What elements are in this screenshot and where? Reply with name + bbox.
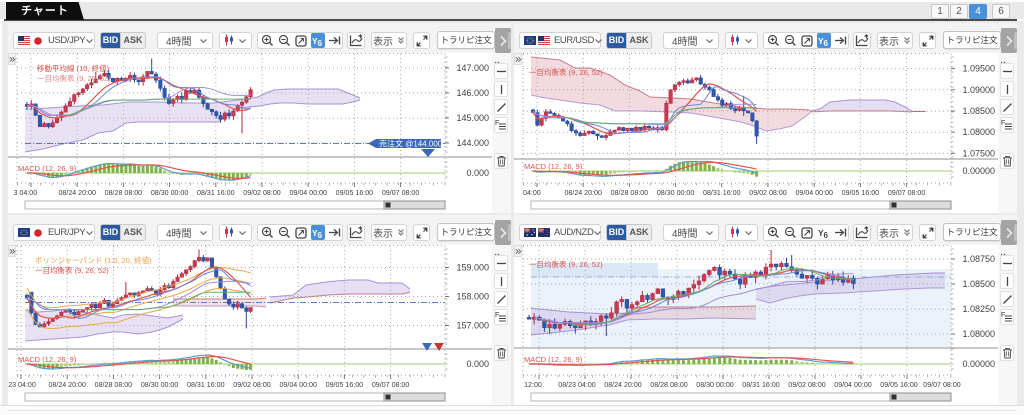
svg-text:09/02 08:00: 09/02 08:00 [243,189,281,197]
svg-text:08/24 20:00: 08/24 20:00 [604,381,642,389]
svg-text:08/28 08:00: 08/28 08:00 [650,381,688,389]
svg-text:09/05 16:00: 09/05 16:00 [880,381,918,389]
svg-text:6: 6 [823,231,828,239]
svg-text:09/02 08:00: 09/02 08:00 [749,189,787,197]
svg-text:08/24 20:00: 08/24 20:00 [48,381,86,389]
svg-text:0.00000: 0.00000 [962,166,995,176]
svg-text:MACD (12, 26, 9): MACD (12, 26, 9) [524,162,583,171]
svg-text:MACD (12, 26, 9): MACD (12, 26, 9) [18,164,77,173]
svg-text:146.000: 146.000 [456,88,489,98]
svg-text:08/23 04:00: 08/23 04:00 [558,381,596,389]
svg-text:F: F [1001,312,1005,319]
svg-text:売注文 @144.000: 売注文 @144.000 [379,139,443,149]
svg-text:Y: Y [818,36,824,46]
svg-text:158.000: 158.000 [456,292,489,302]
svg-text:ボリンジャーバンド (1.0, 20, 終値): ボリンジャーバンド (1.0, 20, 終値) [35,255,152,265]
svg-text:144.000: 144.000 [456,138,489,148]
svg-text:08/24 20:00: 08/24 20:00 [58,189,96,197]
svg-text:23 04:00: 23 04:00 [8,381,36,389]
svg-text:1.08000: 1.08000 [962,329,995,339]
svg-text:MACD (12, 26, 9): MACD (12, 26, 9) [524,355,583,364]
svg-text:08/28 08:00: 08/28 08:00 [95,381,133,389]
svg-text:1.08750: 1.08750 [962,254,995,264]
svg-text:6: 6 [317,39,322,47]
svg-text:1.08250: 1.08250 [962,304,995,314]
svg-text:MACD (12, 26, 9): MACD (12, 26, 9) [18,355,77,364]
svg-text:6: 6 [317,231,322,239]
svg-text:09/07 08:00: 09/07 08:00 [382,189,420,197]
svg-text:08/31 16:00: 08/31 16:00 [197,189,235,197]
svg-text:1.09500: 1.09500 [962,64,995,74]
svg-text:1.08500: 1.08500 [962,279,995,289]
svg-text:09/07 08:00: 09/07 08:00 [923,381,961,389]
svg-text:08/31 16:00: 08/31 16:00 [703,189,741,197]
svg-text:1.08500: 1.08500 [962,106,995,116]
svg-text:04:00: 04:00 [523,189,541,197]
svg-text:145.000: 145.000 [456,113,489,123]
svg-text:159.000: 159.000 [456,263,489,273]
svg-text:09/05 16:00: 09/05 16:00 [326,381,364,389]
svg-text:09/04 00:00: 09/04 00:00 [795,189,833,197]
svg-text:Y: Y [312,228,318,238]
svg-text:3 04:00: 3 04:00 [14,189,38,197]
svg-text:6: 6 [823,39,828,47]
svg-text:09/07 08:00: 09/07 08:00 [888,189,926,197]
svg-text:0.000: 0.000 [466,359,489,369]
svg-text:09/02 08:00: 09/02 08:00 [233,381,271,389]
svg-text:08/28 08:00: 08/28 08:00 [611,189,649,197]
svg-text:09/07 08:00: 09/07 08:00 [372,381,410,389]
svg-text:08/30 00:00: 08/30 00:00 [141,381,179,389]
svg-text:1.08000: 1.08000 [962,127,995,137]
svg-text:0.00000: 0.00000 [962,359,995,369]
svg-text:F: F [495,120,499,127]
svg-text:147.000: 147.000 [456,63,489,73]
svg-text:F: F [1001,120,1005,127]
svg-text:09/04 00:00: 09/04 00:00 [279,381,317,389]
svg-text:08/31 16:00: 08/31 16:00 [742,381,780,389]
svg-text:09/04 00:00: 09/04 00:00 [834,381,872,389]
svg-text:08/30 00:00: 08/30 00:00 [696,381,734,389]
svg-text:1.07500: 1.07500 [962,148,995,158]
svg-text:12:00: 12:00 [524,381,542,389]
svg-text:08/28 08:00: 08/28 08:00 [105,189,143,197]
svg-text:0.000: 0.000 [466,168,489,178]
svg-text:09/05 16:00: 09/05 16:00 [336,189,374,197]
svg-text:09/05 16:00: 09/05 16:00 [842,189,880,197]
svg-text:09/02 08:00: 09/02 08:00 [788,381,826,389]
svg-text:一目均衡表 (9, 26, 52): 一目均衡表 (9, 26, 52) [529,67,603,77]
svg-text:Y: Y [312,36,318,46]
svg-text:一目均衡表 (9, 26, 52): 一目均衡表 (9, 26, 52) [35,265,109,275]
svg-text:09/04 00:00: 09/04 00:00 [289,189,327,197]
svg-text:08/24 20:00: 08/24 20:00 [564,189,602,197]
svg-text:1.09000: 1.09000 [962,85,995,95]
svg-text:08/30 00:00: 08/30 00:00 [151,189,189,197]
svg-text:F: F [495,312,499,319]
svg-text:08/31 16:00: 08/31 16:00 [187,381,225,389]
svg-text:移動平均線 (10, 終値): 移動平均線 (10, 終値) [37,63,110,73]
svg-text:08/30 00:00: 08/30 00:00 [657,189,695,197]
svg-text:157.000: 157.000 [456,321,489,331]
svg-text:一目均衡表 (9, 26, 52): 一目均衡表 (9, 26, 52) [37,73,111,83]
svg-text:Y: Y [818,228,824,238]
svg-text:一目均衡表 (9, 26, 52): 一目均衡表 (9, 26, 52) [529,259,603,269]
